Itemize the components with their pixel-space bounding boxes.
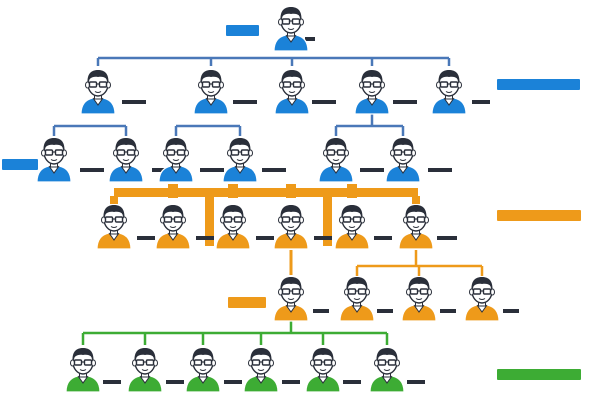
level-3-person-icon <box>158 138 194 183</box>
dark-tab <box>407 380 425 384</box>
label-green <box>497 369 581 380</box>
dark-tab <box>262 168 286 172</box>
level-3-person-icon <box>108 138 144 183</box>
level-4-person-icon <box>155 205 191 250</box>
dark-tab <box>314 236 332 240</box>
level-5-person-icon <box>464 277 500 322</box>
dark-tab <box>374 236 392 240</box>
connector-bar <box>110 196 118 204</box>
level-3-person-icon <box>318 138 354 183</box>
level-4-person-icon <box>215 205 251 250</box>
level-2-person-icon <box>274 70 310 115</box>
dark-tab <box>472 100 490 104</box>
level-6-person-icon <box>369 348 405 393</box>
dark-tab <box>343 380 361 384</box>
dark-tab <box>137 236 155 240</box>
level-4-person-icon <box>273 205 309 250</box>
level-4-person-icon <box>334 205 370 250</box>
label-managers <box>497 79 580 90</box>
level-2-person-icon <box>80 70 116 115</box>
connector-bar <box>286 184 296 198</box>
level-6-person-icon <box>305 348 341 393</box>
dark-tab <box>80 168 104 172</box>
dark-tab <box>166 380 184 384</box>
dark-tab <box>440 309 456 313</box>
dark-tab <box>313 309 329 313</box>
dark-tab-stubs <box>80 37 519 384</box>
dark-tab <box>360 168 384 172</box>
level-2-person-icon <box>354 70 390 115</box>
level-3-person-icon <box>385 138 421 183</box>
level-6-person-icon <box>185 348 221 393</box>
label-top <box>226 25 259 36</box>
connector-bar <box>323 196 332 246</box>
level-4-person-icon <box>96 205 132 250</box>
dark-tab <box>503 309 519 313</box>
level-2-person-icon <box>193 70 229 115</box>
dark-tab <box>393 100 417 104</box>
dark-tab <box>437 236 457 240</box>
dark-tab <box>122 100 146 104</box>
level-5-person-icon <box>401 277 437 322</box>
dark-tab <box>305 37 315 41</box>
dark-tab <box>377 309 393 313</box>
label-orange-left <box>228 297 266 308</box>
level-6-person-icon <box>127 348 163 393</box>
connector-bar <box>412 196 420 204</box>
dark-tab <box>233 100 257 104</box>
level-5-person-icon <box>273 277 309 322</box>
connector-bar <box>168 184 178 198</box>
dark-tab <box>256 236 274 240</box>
dark-tab <box>200 168 224 172</box>
connector-bar <box>114 188 418 197</box>
dark-tab <box>103 380 121 384</box>
dark-tab <box>282 380 300 384</box>
level-5-person-icon <box>339 277 375 322</box>
connector-bar <box>228 184 238 198</box>
level-4-person-icon <box>398 205 434 250</box>
level-6-person-icon <box>65 348 101 393</box>
level-6-person-icon <box>243 348 279 393</box>
label-orange-right <box>497 210 581 221</box>
connector-bar <box>205 196 214 246</box>
level-1-person-icon <box>273 7 309 52</box>
connector-bar <box>347 184 357 198</box>
label-left <box>2 159 38 170</box>
connector-lines <box>52 56 484 345</box>
level-2-person-icon <box>431 70 467 115</box>
dark-tab <box>312 100 336 104</box>
level-3-person-icon <box>222 138 258 183</box>
dark-tab <box>428 168 452 172</box>
dark-tab <box>224 380 242 384</box>
dark-tab <box>196 236 214 240</box>
level-3-person-icon <box>36 138 72 183</box>
